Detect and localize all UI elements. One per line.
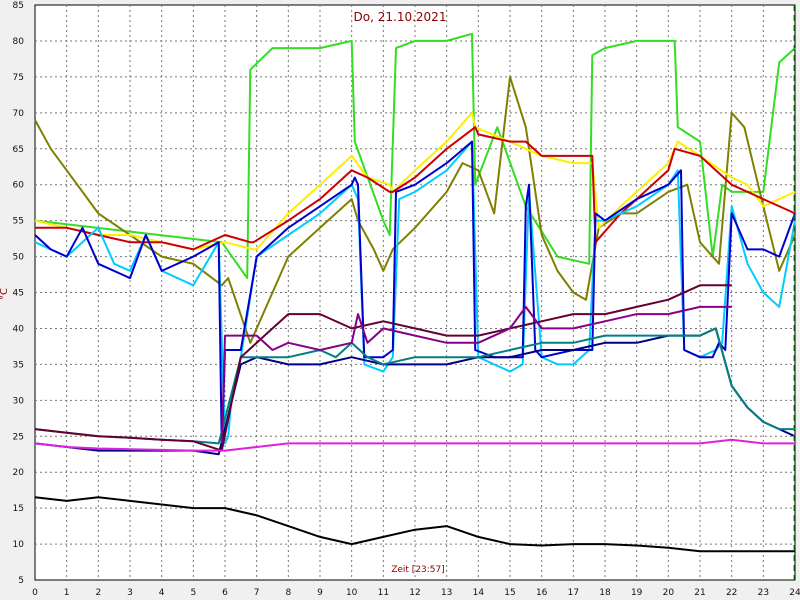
x-tick-label: 1: [64, 588, 70, 598]
x-tick-label: 0: [32, 588, 38, 598]
y-tick-label: 50: [13, 253, 25, 263]
y-tick-label: 10: [13, 540, 25, 550]
x-tick-label: 12: [409, 588, 420, 598]
series-line: [34, 438, 795, 452]
ticks: 0 1 2 3 4 5 6 7 8 9 10 11 12 13 14 15 16 17 18 19 20 21 22 23 24…: [13, 1, 800, 598]
y-tick-label: 80: [13, 37, 25, 47]
x-tick-label: 24: [789, 588, 800, 598]
x-tick-label: 14: [473, 588, 485, 598]
y-tick-label: 60: [13, 181, 25, 191]
series-line: [220, 305, 732, 444]
x-tick-label: 9: [317, 588, 323, 598]
x-tick-label: 3: [127, 588, 133, 598]
y-tick-label: 30: [13, 396, 25, 406]
x-tick-label: 2: [95, 588, 101, 598]
y-tick-label: 20: [13, 468, 25, 478]
y-tick-label: 5: [18, 576, 24, 586]
x-tick-label: 20: [663, 588, 675, 598]
x-tick-label: 18: [599, 588, 611, 598]
y-tick-label: 45: [13, 289, 24, 299]
x-tick-label: 11: [378, 588, 389, 598]
x-tick-label: 23: [758, 588, 769, 598]
x-tick-label: 6: [222, 588, 228, 598]
series-line: [34, 284, 732, 452]
chart-title: Do, 21.10.2021: [354, 10, 447, 24]
x-tick-label: 10: [346, 588, 358, 598]
x-tick-label: 15: [504, 588, 515, 598]
x-tick-label: 16: [536, 588, 548, 598]
y-tick-label: 25: [13, 432, 24, 442]
series-line: [34, 140, 796, 452]
y-axis-label: °C: [0, 288, 10, 300]
series-line: [35, 126, 796, 251]
y-tick-label: 75: [13, 73, 24, 83]
y-tick-label: 55: [13, 217, 24, 227]
x-tick-label: 13: [441, 588, 452, 598]
y-tick-label: 40: [13, 324, 25, 334]
y-tick-label: 85: [13, 1, 24, 11]
x-tick-label: 22: [726, 588, 737, 598]
x-tick-label: 4: [159, 588, 165, 598]
x-tick-label: 8: [285, 588, 291, 598]
series-line: [34, 496, 795, 553]
x-axis-label: Zeit [23:57]: [391, 565, 445, 575]
x-tick-label: 5: [190, 588, 196, 598]
y-tick-label: 35: [13, 360, 24, 370]
x-tick-label: 7: [254, 588, 260, 598]
x-tick-label: 17: [568, 588, 579, 598]
series-layer: [34, 32, 796, 553]
y-tick-label: 65: [13, 145, 24, 155]
x-tick-label: 21: [694, 588, 705, 598]
x-tick-label: 19: [631, 588, 643, 598]
series-line: [34, 75, 796, 344]
y-tick-label: 15: [13, 504, 24, 514]
y-tick-label: 70: [13, 109, 25, 119]
